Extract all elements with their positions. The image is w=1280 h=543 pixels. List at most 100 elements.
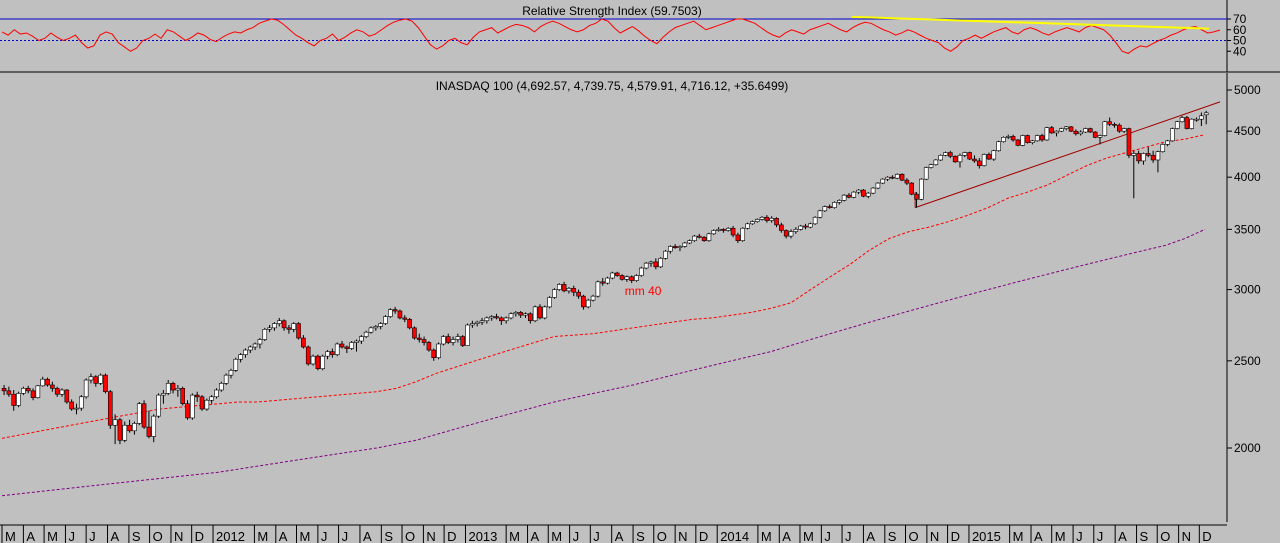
candle-down bbox=[93, 376, 99, 384]
candle-up bbox=[851, 191, 857, 198]
candle-up bbox=[663, 250, 668, 259]
candle-down bbox=[909, 182, 915, 195]
candle-up bbox=[1141, 153, 1146, 162]
price-tick-label: 5000 bbox=[1234, 83, 1261, 97]
candle-up bbox=[455, 336, 461, 340]
candle-up bbox=[35, 385, 41, 398]
candle-up bbox=[368, 327, 374, 333]
price-tick-label: 4000 bbox=[1234, 170, 1261, 184]
candle-down bbox=[701, 236, 707, 241]
candle-up bbox=[745, 223, 750, 229]
candle-down bbox=[518, 312, 523, 316]
rsi-tick-label: 60 bbox=[1233, 23, 1247, 37]
candle-up bbox=[1179, 117, 1185, 123]
candle-down bbox=[1126, 128, 1132, 156]
candle-down bbox=[735, 234, 741, 241]
candle-up bbox=[165, 383, 171, 394]
candle-up bbox=[981, 154, 987, 166]
candle-down bbox=[185, 403, 190, 419]
candle-up bbox=[484, 317, 490, 322]
x-tick-label: O bbox=[153, 529, 163, 543]
rsi-tick-label: 70 bbox=[1233, 12, 1247, 26]
candle-up bbox=[1044, 127, 1050, 141]
candle-up bbox=[175, 388, 181, 391]
candle-down bbox=[281, 320, 287, 329]
candle-down bbox=[305, 346, 311, 365]
candle-up bbox=[387, 309, 393, 317]
candle-down bbox=[890, 176, 895, 179]
candle-down bbox=[1088, 128, 1093, 133]
candle-down bbox=[11, 393, 17, 406]
candle-up bbox=[962, 152, 968, 156]
x-tick-label: J bbox=[824, 529, 831, 543]
candle-down bbox=[445, 336, 451, 343]
candle-up bbox=[943, 152, 948, 156]
candle-up bbox=[1001, 136, 1006, 143]
candle-up bbox=[788, 231, 794, 237]
x-tick-label: N bbox=[174, 529, 183, 543]
x-tick-label: S bbox=[384, 529, 393, 543]
candle-down bbox=[600, 281, 606, 284]
candle-down bbox=[1025, 135, 1030, 143]
candle-down bbox=[339, 343, 345, 348]
candle-down bbox=[69, 401, 74, 410]
candle-up bbox=[841, 194, 847, 201]
x-tick-label: J bbox=[845, 529, 852, 543]
candle-up bbox=[156, 394, 161, 417]
candle-up bbox=[919, 178, 924, 200]
candle-up bbox=[706, 233, 712, 241]
candle-down bbox=[1107, 121, 1112, 125]
rsi-trendline bbox=[851, 15, 1209, 30]
price-tick-label: 2000 bbox=[1234, 441, 1261, 455]
candle-up bbox=[74, 407, 79, 410]
candle-up bbox=[132, 423, 137, 432]
candle-down bbox=[672, 246, 678, 248]
candle-down bbox=[412, 327, 417, 339]
x-tick-label: O bbox=[405, 529, 415, 543]
price-tick-label: 3500 bbox=[1234, 222, 1261, 236]
candle-up bbox=[933, 159, 939, 165]
candle-down bbox=[301, 337, 306, 348]
candle-up bbox=[359, 336, 364, 342]
candle-down bbox=[528, 313, 533, 322]
candle-up bbox=[59, 389, 65, 395]
candle-down bbox=[614, 272, 620, 276]
candle-up bbox=[812, 216, 818, 225]
candle-down bbox=[25, 388, 31, 392]
candle-up bbox=[711, 230, 717, 235]
candle-up bbox=[262, 329, 268, 340]
candle-up bbox=[687, 240, 692, 244]
candle-up bbox=[542, 306, 548, 319]
x-tick-label: D bbox=[1202, 529, 1211, 543]
candle-down bbox=[972, 158, 977, 162]
candle-up bbox=[605, 277, 610, 284]
candle-down bbox=[416, 337, 422, 340]
candle-up bbox=[566, 287, 572, 292]
candle-down bbox=[861, 189, 866, 197]
candle-down bbox=[779, 224, 784, 231]
x-tick-label: N bbox=[678, 529, 687, 543]
candle-up bbox=[378, 323, 383, 327]
candle-up bbox=[465, 324, 470, 346]
candle-up bbox=[1059, 128, 1064, 132]
candle-up bbox=[373, 326, 379, 329]
candle-down bbox=[64, 389, 70, 403]
candle-up bbox=[1189, 118, 1195, 129]
candle-up bbox=[1097, 135, 1103, 138]
x-tick-label: 2015 bbox=[972, 529, 1001, 543]
candle-down bbox=[619, 275, 625, 280]
candle-up bbox=[233, 358, 239, 371]
candle-up bbox=[310, 355, 316, 365]
candle-up bbox=[552, 289, 557, 298]
candle-down bbox=[315, 355, 321, 370]
candle-down bbox=[576, 291, 581, 297]
x-tick-label: J bbox=[342, 529, 349, 543]
rsi-tick-label: 40 bbox=[1233, 44, 1247, 58]
candle-up bbox=[648, 261, 654, 264]
x-tick-label: A bbox=[1118, 529, 1127, 543]
candle-up bbox=[1155, 151, 1161, 161]
x-tick-label: A bbox=[279, 529, 288, 543]
candle-up bbox=[441, 336, 446, 345]
candle-up bbox=[880, 178, 886, 184]
